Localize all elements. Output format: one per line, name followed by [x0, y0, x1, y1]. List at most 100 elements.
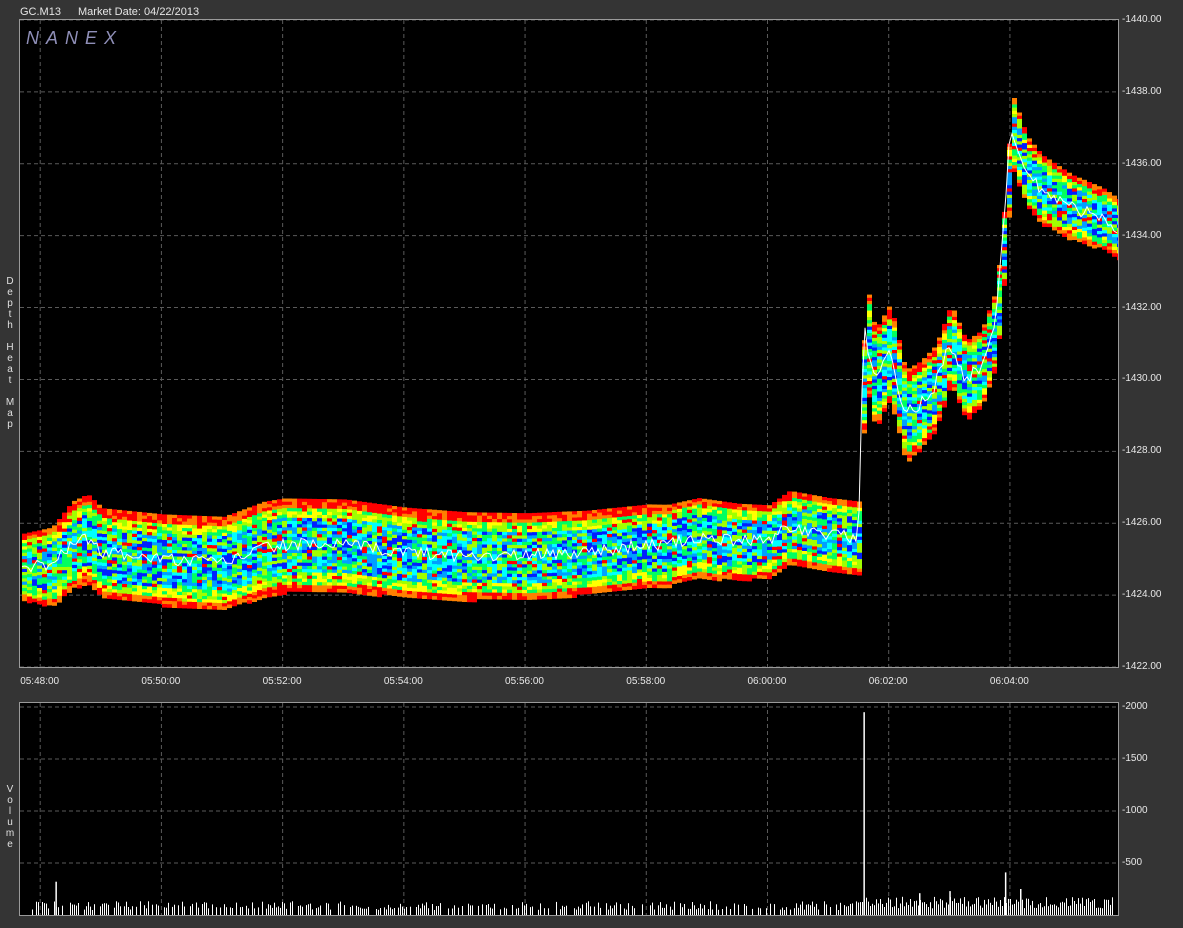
heat-cell	[647, 514, 652, 518]
heat-cell	[572, 578, 577, 582]
heat-cell	[632, 566, 637, 571]
heat-cell	[567, 514, 572, 519]
heat-cell	[397, 567, 402, 572]
heat-cell	[527, 538, 532, 543]
heat-cell	[287, 565, 292, 570]
heat-cell	[192, 566, 197, 571]
heat-cell	[842, 515, 847, 520]
heat-cell	[527, 593, 532, 597]
heat-cell	[632, 537, 637, 542]
heat-cell	[267, 532, 272, 537]
heat-cell	[32, 544, 37, 548]
heat-cell	[342, 518, 347, 523]
heat-cell	[672, 519, 677, 524]
heat-cell	[362, 559, 367, 564]
heat-cell	[202, 532, 207, 536]
heat-cell	[747, 520, 752, 524]
heat-cell	[837, 556, 842, 561]
heat-cell	[587, 542, 592, 547]
heat-cell	[132, 514, 137, 519]
heat-cell	[527, 522, 532, 527]
heat-cell	[837, 563, 842, 567]
heat-cell	[282, 552, 287, 557]
heat-cell	[582, 549, 587, 553]
heat-cell	[67, 544, 72, 549]
heat-cell	[362, 549, 367, 554]
heat-cell	[857, 552, 862, 557]
heat-cell	[912, 416, 917, 421]
heat-cell	[857, 555, 862, 560]
heat-cell	[37, 568, 42, 573]
heat-cell	[77, 556, 82, 560]
heat-cell	[87, 549, 92, 554]
heat-cell	[117, 532, 122, 536]
heat-cell	[347, 560, 352, 565]
heat-cell	[662, 578, 667, 582]
heat-cell	[777, 559, 782, 563]
heat-cell	[287, 508, 292, 512]
heat-cell	[642, 533, 647, 538]
heat-cell	[677, 576, 682, 580]
heat-cell	[887, 316, 892, 320]
heat-cell	[857, 517, 862, 522]
heat-cell	[442, 590, 447, 595]
heat-cell	[892, 359, 897, 364]
heat-cell	[872, 363, 877, 368]
heat-cell	[317, 547, 322, 551]
heat-cell	[552, 556, 557, 561]
heat-cell	[157, 571, 162, 576]
heat-cell	[902, 381, 907, 385]
heat-cell	[587, 561, 592, 566]
heat-cell	[752, 546, 757, 550]
heat-cell	[47, 553, 52, 558]
heat-cell	[567, 556, 572, 560]
heat-cell	[547, 576, 552, 580]
heat-cell	[147, 516, 152, 520]
heat-cell	[582, 584, 587, 588]
heat-cell	[632, 573, 637, 577]
heat-cell	[582, 514, 587, 518]
heat-cell	[317, 556, 322, 561]
heat-cell	[507, 525, 512, 530]
heat-cell	[387, 527, 392, 532]
heat-cell	[272, 564, 277, 568]
heat-cell	[752, 539, 757, 544]
heat-cell	[167, 527, 172, 531]
heat-cell	[927, 388, 932, 392]
heat-cell	[672, 503, 677, 508]
heat-cell	[137, 579, 142, 583]
heat-cell	[402, 516, 407, 521]
heat-cell	[632, 569, 637, 574]
heat-cell	[827, 529, 832, 534]
heat-cell	[312, 572, 317, 577]
heat-cell	[457, 543, 462, 548]
heat-cell	[192, 582, 197, 587]
heat-cell	[497, 531, 502, 536]
heat-cell	[637, 566, 642, 570]
heat-cell	[62, 544, 67, 549]
heat-cell	[362, 511, 367, 516]
heat-cell	[507, 551, 512, 555]
heat-cell	[817, 528, 822, 532]
heat-cell	[272, 573, 277, 578]
heat-cell	[407, 562, 412, 566]
heat-cell	[792, 514, 797, 518]
heat-cell	[527, 519, 532, 524]
heat-cell	[87, 505, 92, 509]
heat-cell	[597, 560, 602, 565]
heat-cell	[782, 514, 787, 518]
heat-cell	[87, 508, 92, 512]
heat-cell	[752, 542, 757, 547]
heat-cell	[802, 538, 807, 542]
heat-cell	[937, 372, 942, 377]
heat-cell	[322, 537, 327, 541]
heat-cell	[917, 391, 922, 395]
heat-cell	[282, 578, 287, 583]
heat-cell	[642, 549, 647, 554]
heat-cell	[297, 549, 302, 554]
heat-cell	[637, 537, 642, 541]
heat-cell	[892, 346, 897, 351]
heat-cell	[317, 588, 322, 593]
heat-cell	[762, 575, 767, 579]
heat-cell	[762, 514, 767, 519]
